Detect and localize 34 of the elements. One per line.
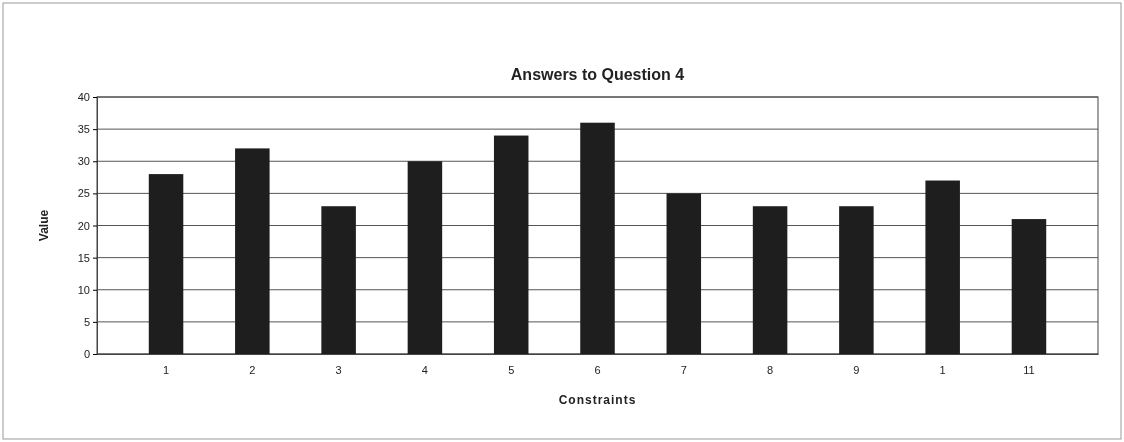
x-tick-label: 6: [594, 363, 601, 376]
bar: [235, 148, 270, 354]
y-tick-label: 25: [77, 187, 90, 200]
x-tick-label: 8: [767, 363, 774, 376]
x-tick-label: 1: [162, 363, 170, 376]
y-tick-label: 0: [83, 348, 90, 361]
x-axis-title: Constraints: [558, 393, 637, 407]
x-tick-label: 1: [939, 363, 946, 376]
y-tick-label: 40: [77, 91, 90, 104]
x-tick-label: 2: [249, 363, 256, 376]
bar: [839, 206, 874, 354]
x-tick-label: 7: [680, 363, 687, 376]
x-tick-label: 9: [853, 363, 860, 376]
x-tick-label: 3: [335, 363, 342, 376]
y-tick-label: 15: [77, 251, 90, 264]
chart-title: Answers to Question 4: [510, 66, 685, 83]
bar: [148, 174, 184, 354]
x-tick-label: 4: [421, 363, 428, 376]
x-tick-label: 11: [1023, 363, 1035, 376]
bar: [493, 135, 529, 354]
bar: [925, 180, 960, 354]
y-tick-label: 10: [77, 283, 90, 296]
bar: [407, 161, 443, 354]
y-tick-label: 5: [83, 315, 90, 328]
bar: [1011, 219, 1047, 354]
bar: [580, 122, 615, 354]
y-axis-title: Value: [37, 209, 51, 242]
y-tick-label: 20: [77, 219, 90, 232]
bar: [752, 206, 788, 354]
x-tick-label: 5: [508, 363, 515, 376]
y-tick-label: 35: [77, 123, 90, 136]
bar: [321, 206, 356, 354]
bar: [666, 193, 702, 354]
y-tick-label: 30: [77, 155, 90, 168]
